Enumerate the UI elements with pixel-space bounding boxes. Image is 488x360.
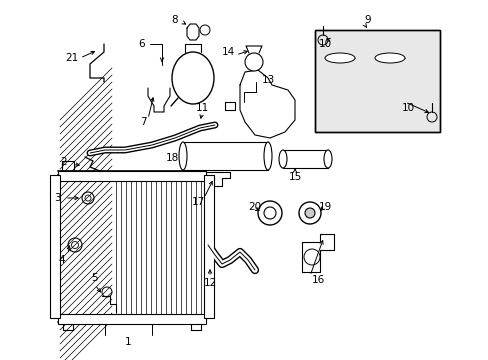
Text: 1: 1 xyxy=(124,337,131,347)
Text: 9: 9 xyxy=(364,15,370,25)
Text: 20: 20 xyxy=(248,202,261,212)
Bar xyxy=(183,142,267,170)
Ellipse shape xyxy=(264,142,271,170)
Text: 19: 19 xyxy=(318,202,331,212)
Text: 12: 12 xyxy=(203,278,216,288)
Ellipse shape xyxy=(374,53,404,63)
Text: 11: 11 xyxy=(195,103,208,113)
Bar xyxy=(50,175,60,318)
Polygon shape xyxy=(302,234,333,272)
Text: 16: 16 xyxy=(311,275,324,285)
Text: 13: 13 xyxy=(261,75,274,85)
Bar xyxy=(283,150,327,168)
Circle shape xyxy=(244,53,263,71)
Ellipse shape xyxy=(324,150,331,168)
Ellipse shape xyxy=(325,53,354,63)
Ellipse shape xyxy=(172,52,214,104)
Text: 15: 15 xyxy=(288,172,301,182)
Bar xyxy=(58,171,205,181)
Ellipse shape xyxy=(179,142,186,170)
Polygon shape xyxy=(240,70,294,138)
Text: 14: 14 xyxy=(221,47,234,57)
Text: 21: 21 xyxy=(65,53,79,63)
Text: 8: 8 xyxy=(171,15,178,25)
Text: 10: 10 xyxy=(318,39,331,49)
Text: 17: 17 xyxy=(191,197,204,207)
Bar xyxy=(58,314,205,324)
Ellipse shape xyxy=(279,150,286,168)
Text: 6: 6 xyxy=(139,39,145,49)
Bar xyxy=(203,175,214,318)
Polygon shape xyxy=(224,102,235,110)
Bar xyxy=(314,30,439,132)
Polygon shape xyxy=(186,24,199,40)
Circle shape xyxy=(305,208,314,218)
Text: 10: 10 xyxy=(401,103,414,113)
Bar xyxy=(314,30,439,132)
Text: 18: 18 xyxy=(165,153,178,163)
Text: 3: 3 xyxy=(54,193,60,203)
Text: 7: 7 xyxy=(140,117,146,127)
Text: 4: 4 xyxy=(59,255,65,265)
Text: 2: 2 xyxy=(61,157,67,167)
Text: 5: 5 xyxy=(92,273,98,283)
Bar xyxy=(58,175,205,318)
